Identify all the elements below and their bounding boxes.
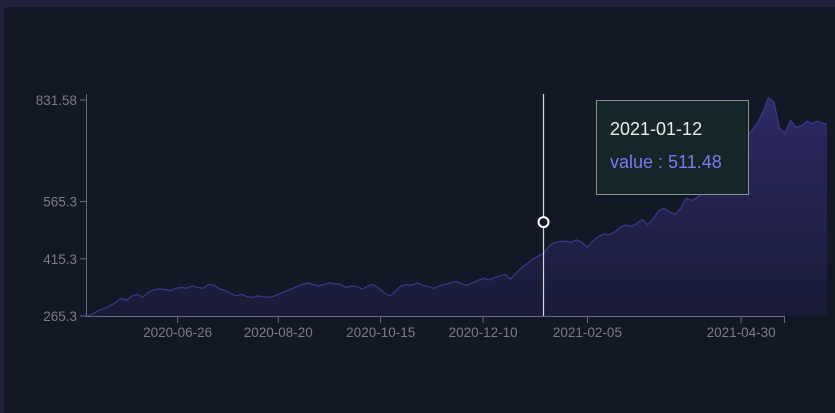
- tooltip-value: value : 511.48: [610, 152, 722, 172]
- x-tick-label: 2021-02-05: [553, 325, 622, 340]
- x-tick-label: 2020-12-10: [449, 325, 518, 340]
- tooltip-date: 2021-01-12: [610, 119, 703, 139]
- y-tick-label: 415.3: [43, 252, 77, 267]
- series-area: [88, 97, 828, 316]
- y-tick-label: 265.3: [43, 309, 77, 324]
- hover-point[interactable]: [537, 216, 550, 229]
- y-tick-label: 831.58: [36, 93, 77, 108]
- x-tick-label: 2020-10-15: [346, 325, 415, 340]
- chart-tooltip: 2021-01-12 value : 511.48: [596, 100, 749, 195]
- x-tick-label: 2020-06-26: [143, 325, 212, 340]
- x-tick-label: 2020-08-20: [244, 325, 313, 340]
- y-tick-label: 565.3: [43, 195, 77, 210]
- x-tick-label: 2021-04-30: [707, 325, 776, 340]
